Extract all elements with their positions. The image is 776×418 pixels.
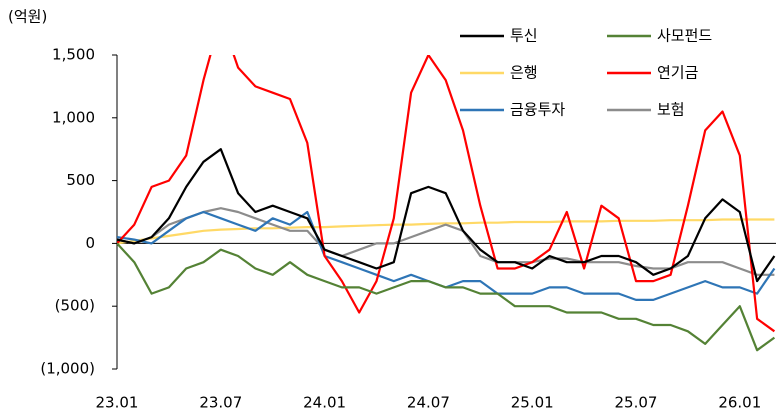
x-tick-label: 23.07 <box>199 394 242 412</box>
y-tick-label: 1,500 <box>52 46 95 64</box>
legend-label: 사모펀드 <box>657 27 712 45</box>
legend-label: 은행 <box>510 64 538 82</box>
legend-label: 투신 <box>510 27 538 45</box>
series-line <box>117 242 776 352</box>
y-tick-label: 500 <box>66 171 95 189</box>
legend-label: 보험 <box>657 101 685 119</box>
legend-label: 연기금 <box>657 64 699 82</box>
series-line <box>117 207 775 276</box>
y-tick-label: (1,000) <box>40 360 95 378</box>
legend-label: 금융투자 <box>510 101 565 119</box>
x-tick-label: 24.07 <box>407 394 450 412</box>
series-line <box>117 148 776 283</box>
series-line <box>117 218 775 245</box>
y-tick-label: 1,000 <box>52 108 95 126</box>
x-tick-label: 23.01 <box>96 394 139 412</box>
plot-area <box>117 55 776 352</box>
x-tick-label: 25.01 <box>511 394 554 412</box>
x-tick-label: 25.07 <box>615 394 658 412</box>
series-line <box>117 55 776 333</box>
y-tick-label: 0 <box>85 234 95 252</box>
x-tick-label: 24.01 <box>303 394 346 412</box>
x-tick-label: 26.01 <box>718 394 761 412</box>
y-tick-label: (500) <box>55 297 95 315</box>
unit-label: (억원) <box>8 8 47 26</box>
